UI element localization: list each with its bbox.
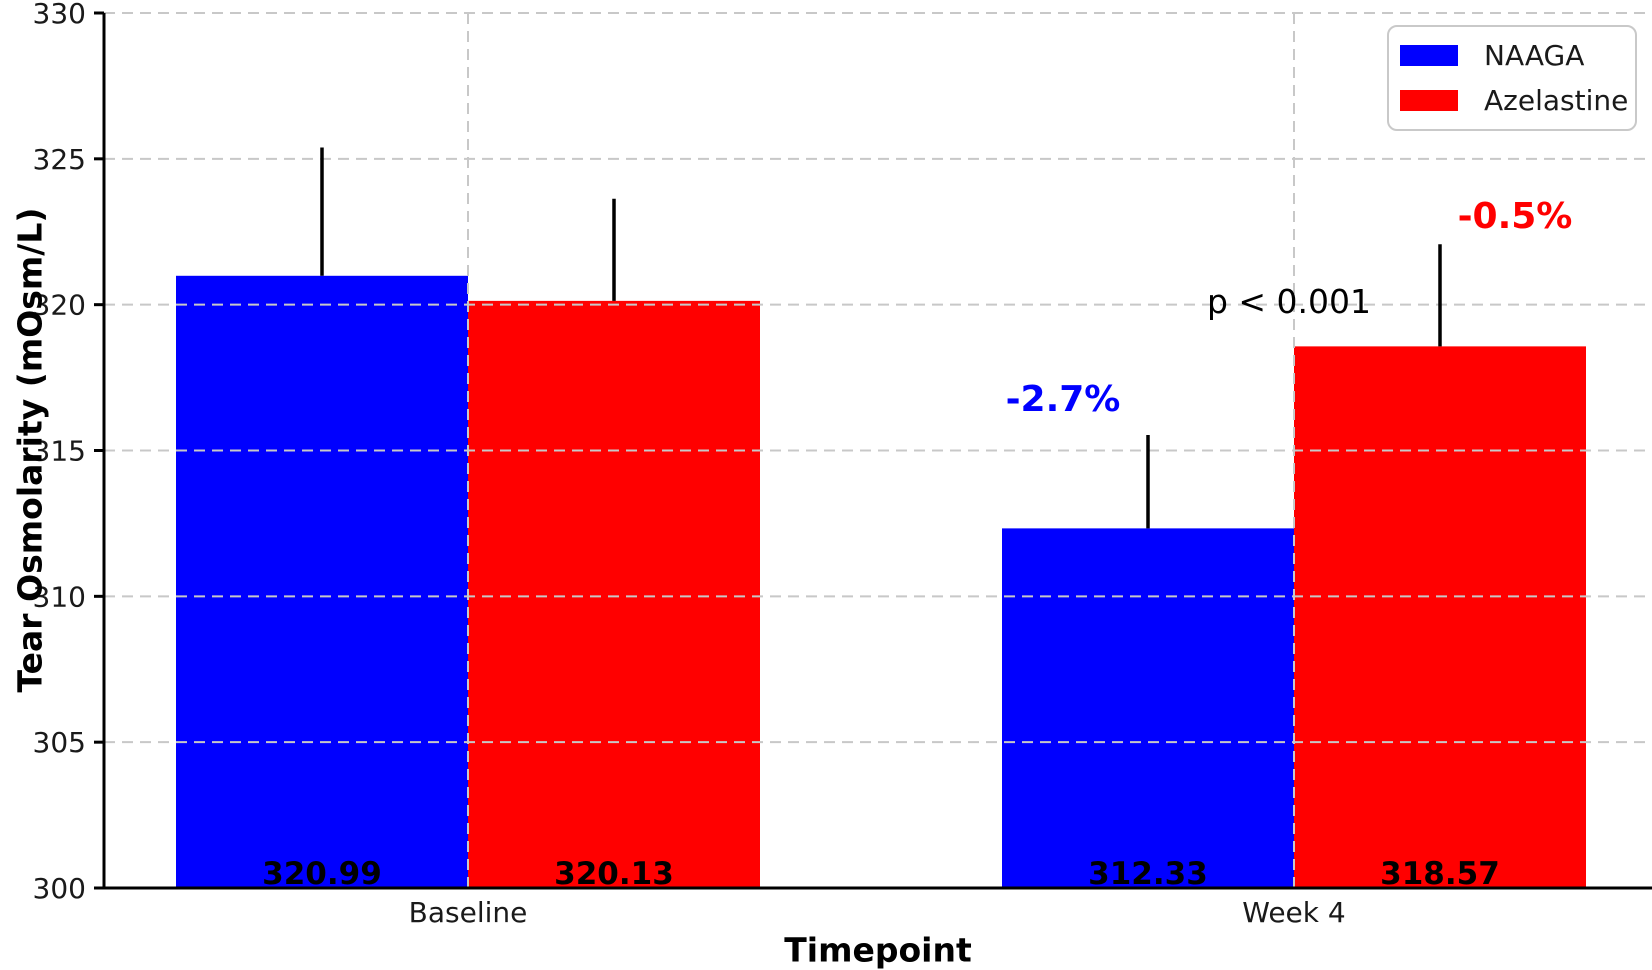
y-axis-label: Tear Osmolarity (mOsm/L)	[10, 207, 50, 693]
annotation-pct-change-azelastine: -0.5%	[1458, 196, 1573, 237]
bar-value-label: 318.57	[1380, 856, 1500, 892]
x-axis-label: Timepoint	[784, 930, 972, 970]
y-tick-label: 300	[33, 872, 86, 905]
bar-value-label: 320.13	[554, 856, 674, 892]
legend-label: Azelastine	[1484, 84, 1629, 117]
y-tick-label: 310	[33, 580, 86, 613]
legend: NAAGA Azelastine	[1387, 25, 1637, 131]
legend-label: NAAGA	[1484, 39, 1585, 72]
bar-value-label: 320.99	[262, 856, 382, 892]
bar-naaga-0	[176, 275, 468, 889]
x-tick-label: Baseline	[409, 896, 528, 929]
y-tick-label: 320	[33, 289, 86, 322]
legend-entry-naaga: NAAGA	[1400, 39, 1621, 72]
annotation-p-value: p < 0.001	[1207, 282, 1371, 321]
y-tick-label: 330	[33, 0, 86, 30]
legend-swatch-azelastine	[1400, 90, 1458, 111]
y-tick-label: 325	[33, 143, 86, 176]
y-tick-label: 315	[33, 435, 86, 468]
bar-azelastine-0	[468, 300, 760, 888]
bar-azelastine-1	[1294, 346, 1586, 888]
bar-naaga-1	[1002, 528, 1294, 888]
legend-swatch-naaga	[1400, 45, 1458, 66]
annotation-pct-change-naaga: -2.7%	[1006, 379, 1121, 420]
x-tick-label: Week 4	[1242, 896, 1345, 929]
legend-entry-azelastine: Azelastine	[1400, 84, 1628, 117]
y-tick-label: 305	[33, 726, 86, 759]
bar-value-label: 312.33	[1088, 856, 1208, 892]
